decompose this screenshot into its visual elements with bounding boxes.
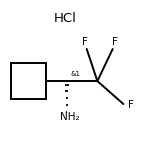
Text: F: F xyxy=(112,37,118,47)
Text: NH₂: NH₂ xyxy=(60,112,80,122)
Text: F: F xyxy=(82,37,88,47)
Text: &1: &1 xyxy=(71,71,81,77)
Text: HCl: HCl xyxy=(54,12,77,25)
Text: F: F xyxy=(128,100,134,110)
